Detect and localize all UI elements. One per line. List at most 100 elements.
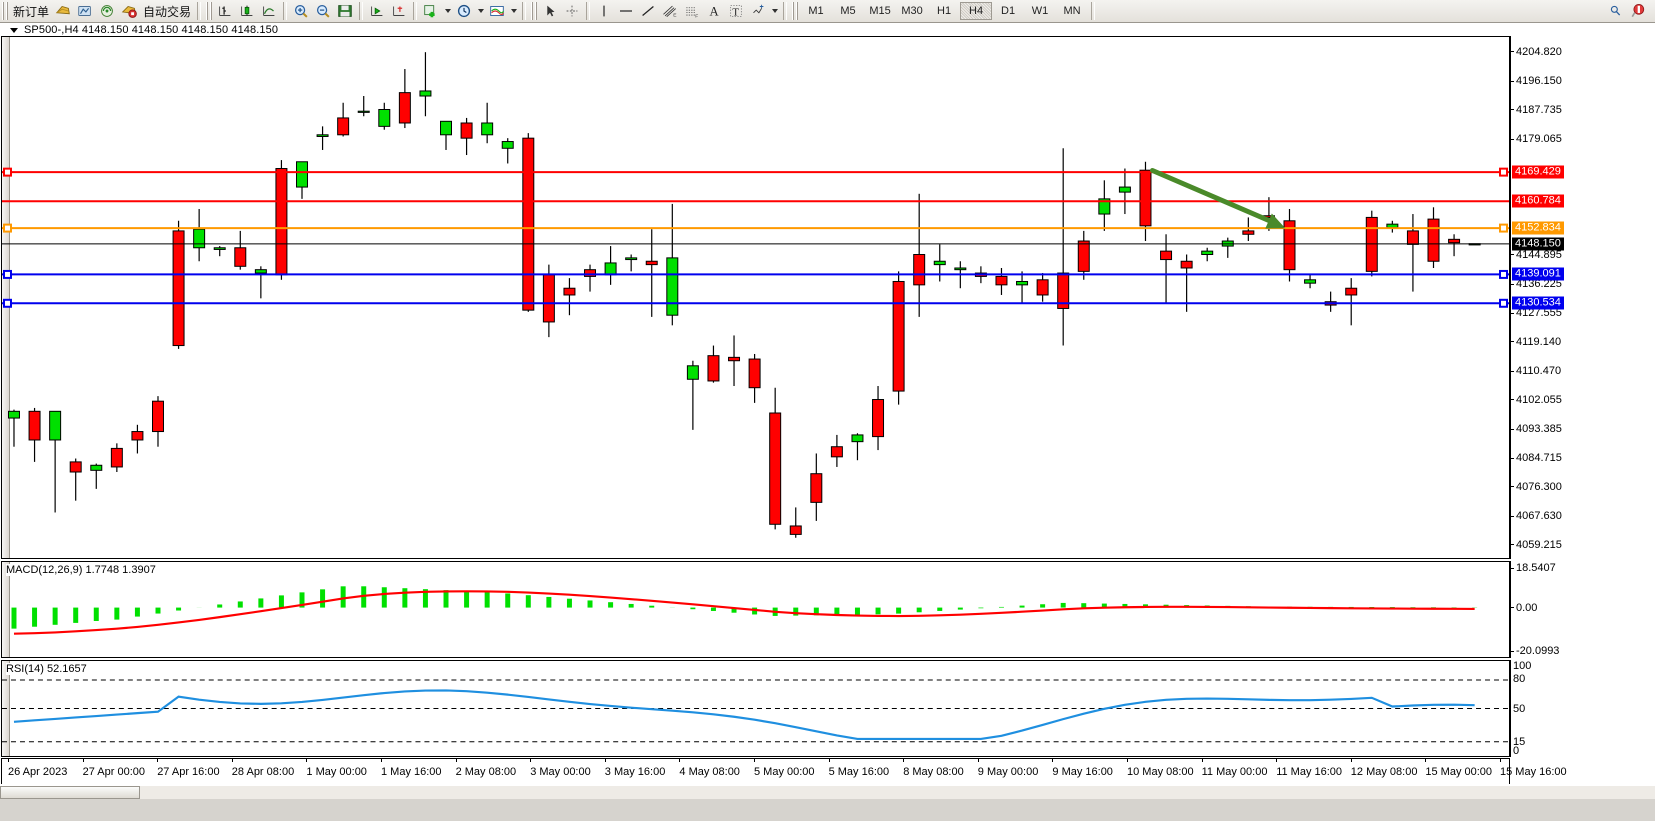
chart-dropdown-triangle-icon[interactable] <box>10 27 18 33</box>
timeframe-button-h4[interactable]: H4 <box>960 2 993 20</box>
timeframe-button-m30[interactable]: M30 <box>901 5 923 17</box>
toolbar-grip-objects[interactable] <box>531 2 538 20</box>
timeframe-button-w1[interactable]: W1 <box>1031 5 1049 17</box>
new-order-button[interactable]: 新订单 <box>13 4 50 19</box>
autotrading-icon[interactable] <box>118 1 140 21</box>
text-label-icon[interactable]: A <box>703 1 725 21</box>
rsi-axis-tick: 100 <box>1513 660 1532 672</box>
time-axis-label: 1 May 16:00 <box>381 766 442 778</box>
price-axis[interactable]: 4204.820 4196.150 4187.735 4179.065 4169.429… <box>1510 36 1655 559</box>
timeframe-button-mn[interactable]: MN <box>1063 5 1081 17</box>
cursor-icon[interactable] <box>539 1 561 21</box>
chevron-down-icon-indicators[interactable] <box>442 1 453 21</box>
macd-pane[interactable]: MACD(12,26,9) 1.7748 1.3907 <box>1 561 1510 658</box>
autotrading-button[interactable]: 自动交易 <box>143 4 192 19</box>
time-axis-label: 27 Apr 00:00 <box>82 766 145 778</box>
candle <box>316 126 329 150</box>
price-level-pill[interactable]: 4130.534 <box>1512 296 1564 310</box>
price-axis-tick: 4196.150 <box>1510 75 1562 87</box>
macd-axis-tick: 18.5407 <box>1510 562 1556 574</box>
data-window-icon[interactable] <box>52 1 74 21</box>
equidistant-channel-icon[interactable]: E <box>659 1 681 21</box>
zoom-out-icon[interactable] <box>312 1 334 21</box>
macd-label: MACD(12,26,9) 1.7748 1.3907 <box>6 564 159 576</box>
price-level-handle[interactable] <box>1499 167 1509 177</box>
templates-icon[interactable] <box>486 1 508 21</box>
price-level-handle[interactable] <box>2 167 12 177</box>
vertical-line-icon[interactable] <box>593 1 615 21</box>
candle <box>1180 254 1193 312</box>
price-level-pill[interactable]: 4160.784 <box>1512 194 1564 208</box>
candle <box>1304 274 1317 289</box>
timeframe-button-h1[interactable]: H1 <box>937 5 952 17</box>
price-level-pill[interactable]: 4169.429 <box>1512 165 1564 179</box>
price-level-handle[interactable] <box>1499 298 1509 308</box>
fibonacci-icon[interactable]: F <box>681 1 703 21</box>
candlestick-chart-icon[interactable] <box>236 1 258 21</box>
macd-pane-left-rail[interactable] <box>2 562 10 657</box>
objects-list-icon[interactable] <box>747 1 769 21</box>
toolbar-grip[interactable] <box>2 2 8 20</box>
candle <box>460 117 473 156</box>
price-level-handle[interactable] <box>2 223 12 233</box>
bar-chart-icon[interactable] <box>214 1 236 21</box>
candle <box>933 244 946 282</box>
timeframe-button-d1[interactable]: D1 <box>1001 5 1016 17</box>
time-axis-tick <box>1127 759 1128 762</box>
stop-icon[interactable] <box>1627 1 1649 21</box>
price-chart-canvas <box>2 52 1509 538</box>
down-trend-arrow[interactable] <box>1149 167 1278 226</box>
timeframe-button-m5[interactable]: M5 <box>840 5 856 17</box>
time-axis-label: 9 May 16:00 <box>1052 766 1113 778</box>
price-level-pill[interactable]: 4148.150 <box>1512 237 1564 251</box>
price-level-handle[interactable] <box>1499 223 1509 233</box>
price-chart-pane[interactable] <box>1 36 1510 559</box>
market-watch-icon[interactable] <box>96 1 118 21</box>
text-object-icon[interactable]: T <box>725 1 747 21</box>
time-axis-label: 5 May 00:00 <box>754 766 815 778</box>
timeframe-group: M1 M5 M15 M30 H1 H4 D1 W1 MN <box>800 2 1088 20</box>
line-chart-icon[interactable] <box>258 1 280 21</box>
indicators-add-icon[interactable] <box>420 1 442 21</box>
timeframe-button-m1[interactable]: M1 <box>808 5 824 17</box>
time-axis[interactable]: 26 Apr 2023 27 Apr 00:00 27 Apr 16:00 28 Ap… <box>1 758 1567 784</box>
svg-text:E: E <box>673 13 677 19</box>
macd-signal-line <box>13 590 1475 635</box>
navigator-icon[interactable] <box>74 1 96 21</box>
auto-scroll-icon[interactable] <box>388 1 410 21</box>
price-level-handle[interactable] <box>2 269 12 279</box>
chevron-down-icon-templates[interactable] <box>508 1 519 21</box>
price-level-handle[interactable] <box>1499 269 1509 279</box>
rsi-pane[interactable]: RSI(14) 52.1657 <box>1 660 1510 757</box>
price-level-pill[interactable]: 4152.834 <box>1512 221 1564 235</box>
scrollbar-thumb[interactable] <box>0 786 140 799</box>
chevron-down-icon-period[interactable] <box>475 1 486 21</box>
timeframe-button-m15[interactable]: M15 <box>869 5 891 17</box>
price-pane-left-rail[interactable] <box>2 37 10 558</box>
price-level-handle[interactable] <box>2 298 12 308</box>
candle <box>69 458 82 501</box>
candle <box>625 254 638 272</box>
trendline-icon[interactable] <box>637 1 659 21</box>
price-axis-tick: 4093.385 <box>1510 423 1562 435</box>
zoom-in-icon[interactable] <box>290 1 312 21</box>
period-clock-icon[interactable] <box>453 1 475 21</box>
candle <box>110 443 123 473</box>
crosshair-icon[interactable] <box>561 1 583 21</box>
horizontal-scrollbar[interactable] <box>0 786 1655 799</box>
candle <box>542 264 555 338</box>
shift-end-icon[interactable] <box>366 1 388 21</box>
symbol-ohlc-label: SP500-,H4 4148.150 4148.150 4148.150 414… <box>24 24 279 36</box>
toolbar-grip-charts[interactable] <box>206 2 213 20</box>
toolbar-grip-periods[interactable] <box>792 2 799 20</box>
candle <box>1118 168 1131 215</box>
candle <box>7 409 20 447</box>
main-toolbar: 新订单 自动交易 <box>0 0 1655 23</box>
horizontal-line-icon[interactable] <box>615 1 637 21</box>
price-level-pill[interactable]: 4139.091 <box>1512 267 1564 281</box>
chevron-down-icon-objects[interactable] <box>769 1 780 21</box>
save-template-icon[interactable] <box>334 1 356 21</box>
magnifier-icon[interactable] <box>1605 1 1627 21</box>
price-axis-tick: 4136.225 <box>1510 278 1562 290</box>
candle <box>254 266 267 299</box>
